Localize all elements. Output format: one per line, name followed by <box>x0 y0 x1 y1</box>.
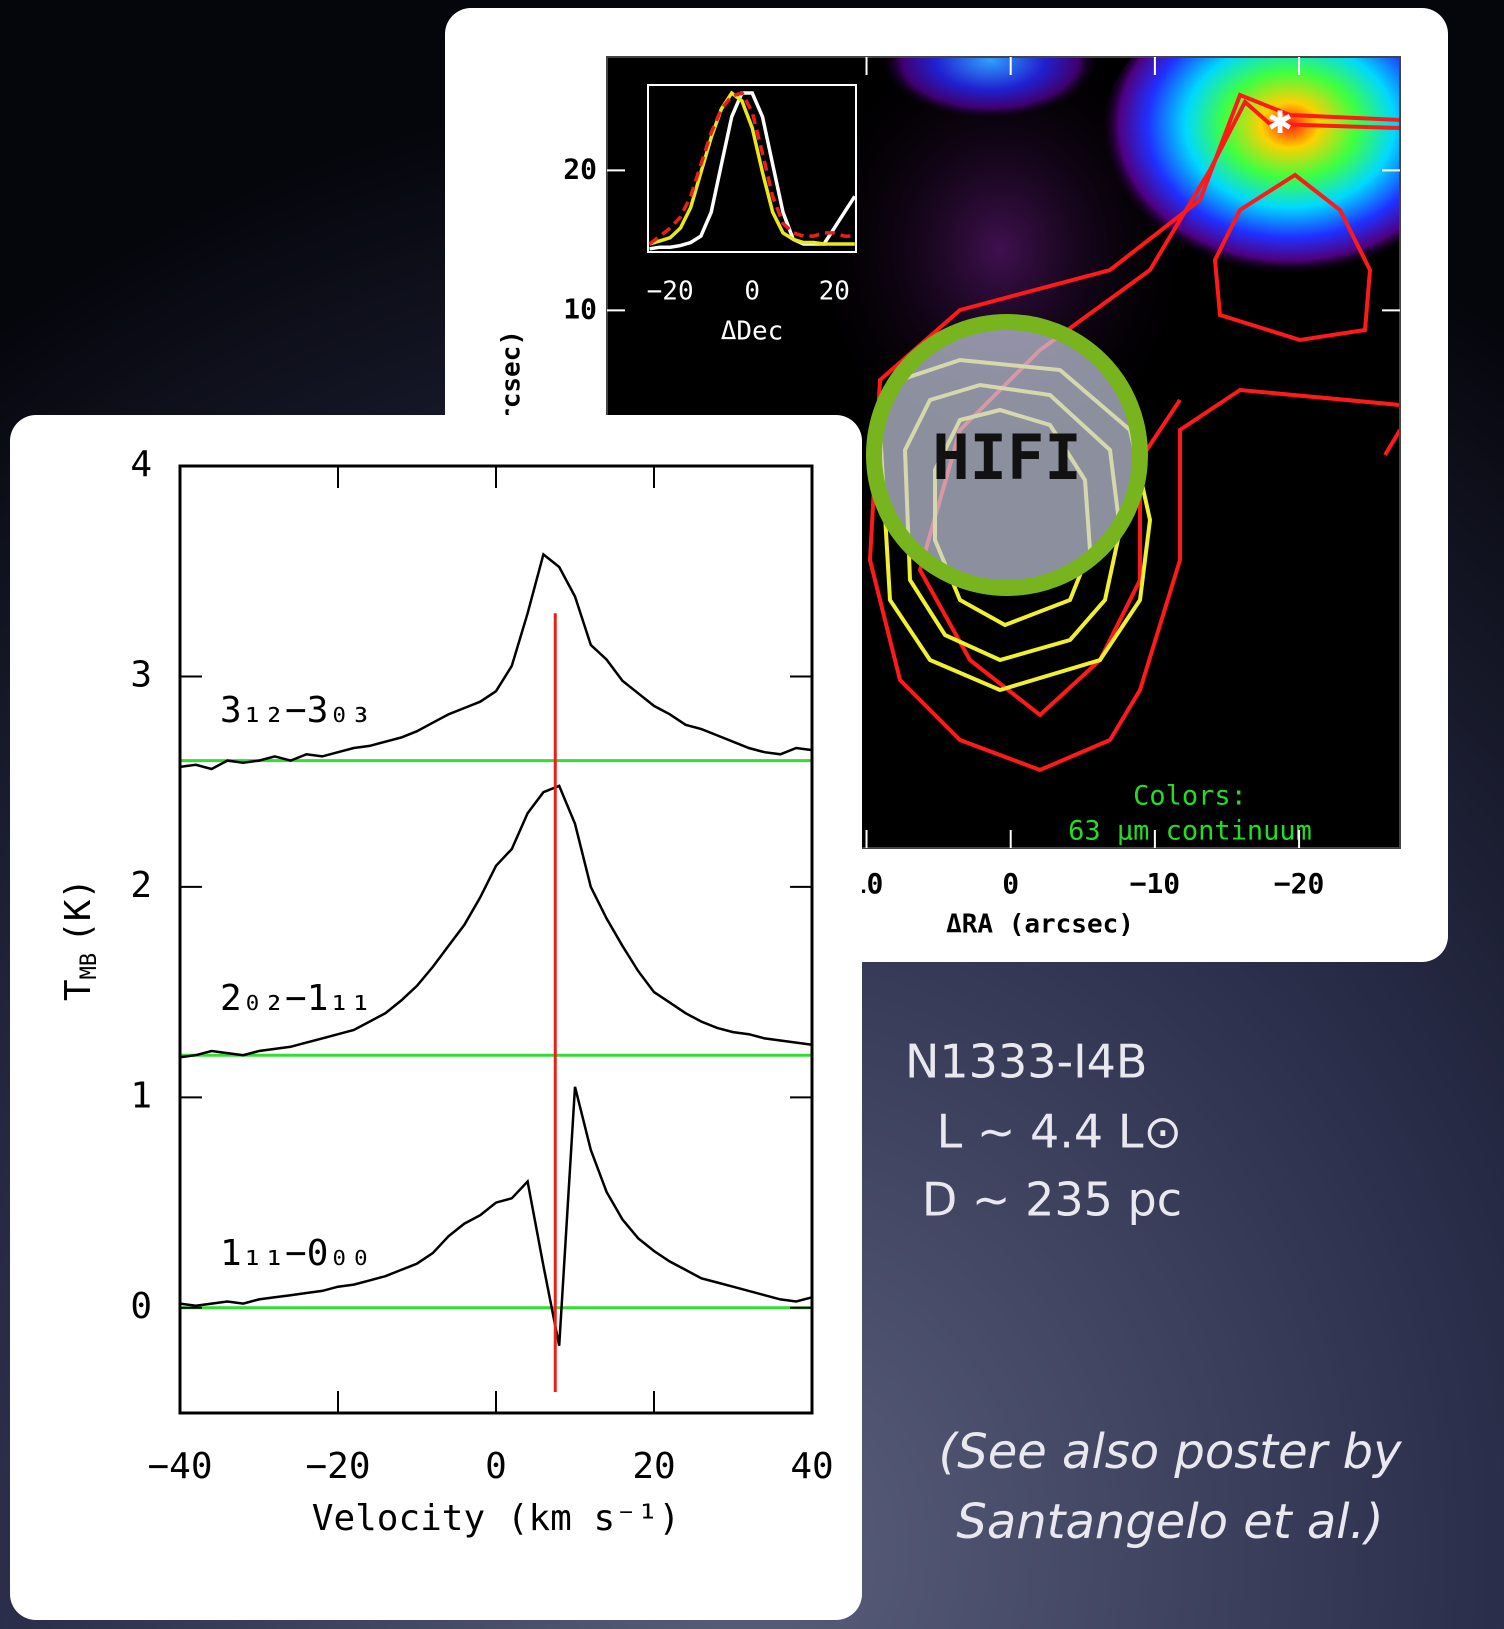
x-tick-label: 0 <box>485 1446 507 1487</box>
inset: −20 0 20 ΔDec <box>647 84 857 347</box>
x-tick-label: −40 <box>147 1446 212 1487</box>
line-series <box>179 552 813 771</box>
x-tick-label: −20 <box>647 277 694 307</box>
x-axis-label: Velocity (km s⁻¹) <box>312 1498 680 1539</box>
x-tick-label: 0 <box>1002 867 1019 900</box>
hifi-beam <box>866 314 1148 596</box>
y-axis-label-part: (K) <box>58 878 99 943</box>
clipped-label: K) <box>885 710 933 756</box>
line-series <box>179 1086 813 1346</box>
spectrum-panel: −40 −20 0 20 40 0 1 2 3 4 Velocity (km s⁻¹) 3₁₂−3₀₃… <box>10 415 862 1620</box>
x-tick-label: 0 <box>744 277 760 307</box>
line-series <box>649 90 855 246</box>
y-tick-label: 1 <box>130 1075 152 1116</box>
annotation: Colors: <box>1133 781 1247 812</box>
y-tick-label: 4 <box>130 444 152 485</box>
x-tick-label: −20 <box>305 1446 370 1487</box>
blob <box>880 57 1100 120</box>
y-tick-label: 10 <box>563 292 597 325</box>
distance: D ~ 235 pc <box>922 1173 1182 1227</box>
x-tick-label: 20 <box>632 1446 675 1487</box>
x-tick-label: 40 <box>790 1446 833 1487</box>
line-series <box>179 784 813 1059</box>
y-axis-label-part: MB <box>77 953 102 980</box>
note: Santangelo et al.) <box>956 1494 1383 1550</box>
line-series <box>648 90 855 246</box>
x-axis-label: ΔDec <box>721 317 784 347</box>
y-axis-label: TMB (K) <box>58 878 102 1001</box>
x-tick-label: −20 <box>1274 867 1325 900</box>
x-tick-label: 20 <box>819 277 850 307</box>
source-name: N1333-I4B <box>905 1035 1147 1089</box>
x-tick-label: −10 <box>1130 867 1181 900</box>
panel <box>10 415 862 1620</box>
series-label: 3₁₂−3₀₃ <box>220 690 372 731</box>
plot-frame <box>178 464 814 1415</box>
note: (See also poster by <box>939 1424 1403 1480</box>
y-tick-label: 20 <box>563 152 597 185</box>
y-tick-label: 2 <box>130 865 152 906</box>
y-axis-label-part: T <box>58 979 99 1001</box>
beam-label: HIFI <box>932 421 1081 494</box>
plot-clip <box>648 90 856 251</box>
x-axis-label: ΔRA (arcsec) <box>946 910 1134 940</box>
series-label: 2₀₂−1₁₁ <box>220 978 372 1019</box>
series-label: 1₁₁−0₀₀ <box>220 1233 372 1274</box>
y-tick-label: 0 <box>130 1286 152 1327</box>
annotation: 63 μm continuum <box>1068 816 1312 847</box>
star-marker: ✱ <box>1268 97 1292 143</box>
y-tick-label: 3 <box>130 654 152 695</box>
luminosity: L ~ 4.4 L⊙ <box>937 1105 1182 1159</box>
